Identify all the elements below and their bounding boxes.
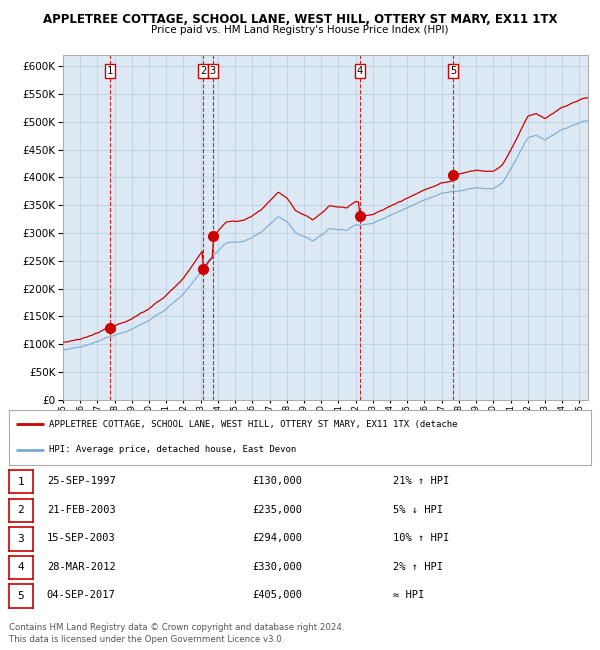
- Text: ≈ HPI: ≈ HPI: [393, 590, 424, 601]
- Text: Price paid vs. HM Land Registry's House Price Index (HPI): Price paid vs. HM Land Registry's House …: [151, 25, 449, 34]
- Text: 3: 3: [17, 534, 25, 544]
- Text: 2: 2: [17, 505, 25, 515]
- Text: 3: 3: [210, 66, 216, 76]
- Text: 21% ↑ HPI: 21% ↑ HPI: [393, 476, 449, 486]
- Text: 25-SEP-1997: 25-SEP-1997: [47, 476, 116, 486]
- Text: APPLETREE COTTAGE, SCHOOL LANE, WEST HILL, OTTERY ST MARY, EX11 1TX (detache: APPLETREE COTTAGE, SCHOOL LANE, WEST HIL…: [49, 420, 457, 429]
- Text: 5: 5: [450, 66, 457, 76]
- Text: HPI: Average price, detached house, East Devon: HPI: Average price, detached house, East…: [49, 445, 296, 454]
- Text: 10% ↑ HPI: 10% ↑ HPI: [393, 533, 449, 543]
- Text: 4: 4: [17, 562, 25, 573]
- Text: 2% ↑ HPI: 2% ↑ HPI: [393, 562, 443, 572]
- Text: 5: 5: [17, 591, 25, 601]
- Text: £235,000: £235,000: [252, 504, 302, 515]
- Text: 4: 4: [356, 66, 363, 76]
- Text: 5% ↓ HPI: 5% ↓ HPI: [393, 504, 443, 515]
- Text: £130,000: £130,000: [252, 476, 302, 486]
- Text: 1: 1: [17, 476, 25, 487]
- Text: 28-MAR-2012: 28-MAR-2012: [47, 562, 116, 572]
- Text: 15-SEP-2003: 15-SEP-2003: [47, 533, 116, 543]
- Text: 21-FEB-2003: 21-FEB-2003: [47, 504, 116, 515]
- Text: £405,000: £405,000: [252, 590, 302, 601]
- Text: Contains HM Land Registry data © Crown copyright and database right 2024.: Contains HM Land Registry data © Crown c…: [9, 623, 344, 632]
- Text: £294,000: £294,000: [252, 533, 302, 543]
- Text: APPLETREE COTTAGE, SCHOOL LANE, WEST HILL, OTTERY ST MARY, EX11 1TX: APPLETREE COTTAGE, SCHOOL LANE, WEST HIL…: [43, 13, 557, 26]
- Text: 1: 1: [107, 66, 113, 76]
- Text: £330,000: £330,000: [252, 562, 302, 572]
- Text: This data is licensed under the Open Government Licence v3.0.: This data is licensed under the Open Gov…: [9, 634, 284, 644]
- Text: 2: 2: [200, 66, 206, 76]
- Text: 04-SEP-2017: 04-SEP-2017: [47, 590, 116, 601]
